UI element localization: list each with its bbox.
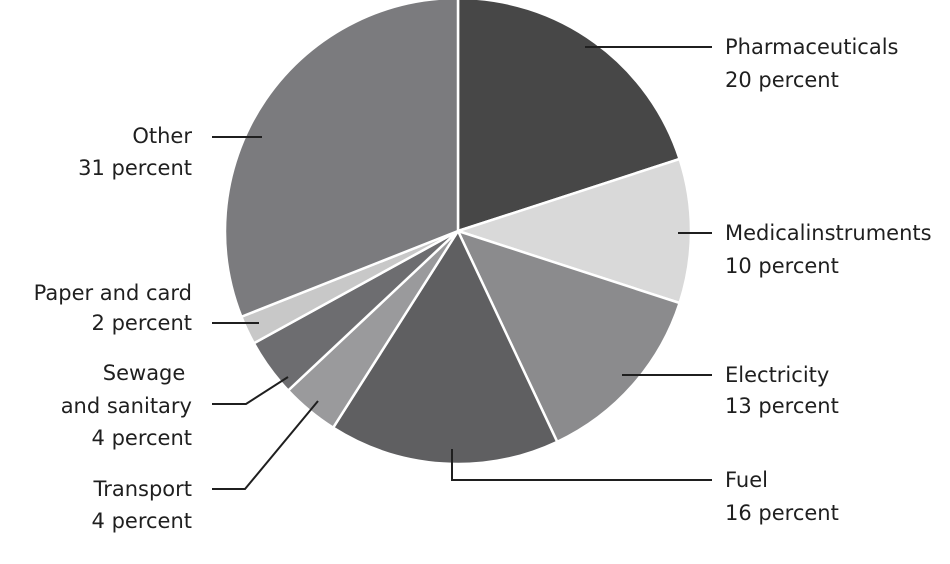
label-pharmaceuticals-name: Pharmaceuticals: [725, 35, 898, 59]
pie-slice-medicalinstruments: [456, 157, 693, 305]
label-electricity-value: 13 percent: [725, 394, 839, 418]
slice-labels: Pharmaceuticals 20 percent Medicalinstru…: [34, 35, 932, 533]
pie-slice-other: [223, 0, 460, 319]
label-sewage-name: Sewage and sanitary: [61, 361, 192, 418]
leader-lines: [212, 46, 712, 490]
label-sewage-value: 4 percent: [92, 426, 192, 450]
label-other-value: 31 percent: [78, 156, 192, 180]
label-fuel-name: Fuel: [725, 468, 768, 492]
leader-transport: [212, 400, 319, 490]
label-fuel-value: 16 percent: [725, 501, 839, 525]
label-transport-value: 4 percent: [92, 509, 192, 533]
label-paper-name: Paper and card: [34, 281, 192, 305]
label-paper-value: 2 percent: [92, 311, 192, 335]
pie-slices: [223, 0, 693, 466]
label-transport-name: Transport: [92, 477, 192, 501]
label-medicalinstruments-value: 10 percent: [725, 254, 839, 278]
label-other-name: Other: [132, 124, 192, 148]
pie-slice-fuel: [331, 229, 559, 466]
pie-slice-pharmaceuticals: [456, 0, 681, 233]
label-electricity-name: Electricity: [725, 363, 829, 387]
label-pharmaceuticals-value: 20 percent: [725, 68, 839, 92]
leader-fuel: [451, 449, 712, 481]
label-medicalinstruments-name: Medicalinstruments: [725, 221, 932, 245]
leader-sewage: [212, 376, 289, 405]
pie-slice-electricity: [456, 229, 681, 444]
